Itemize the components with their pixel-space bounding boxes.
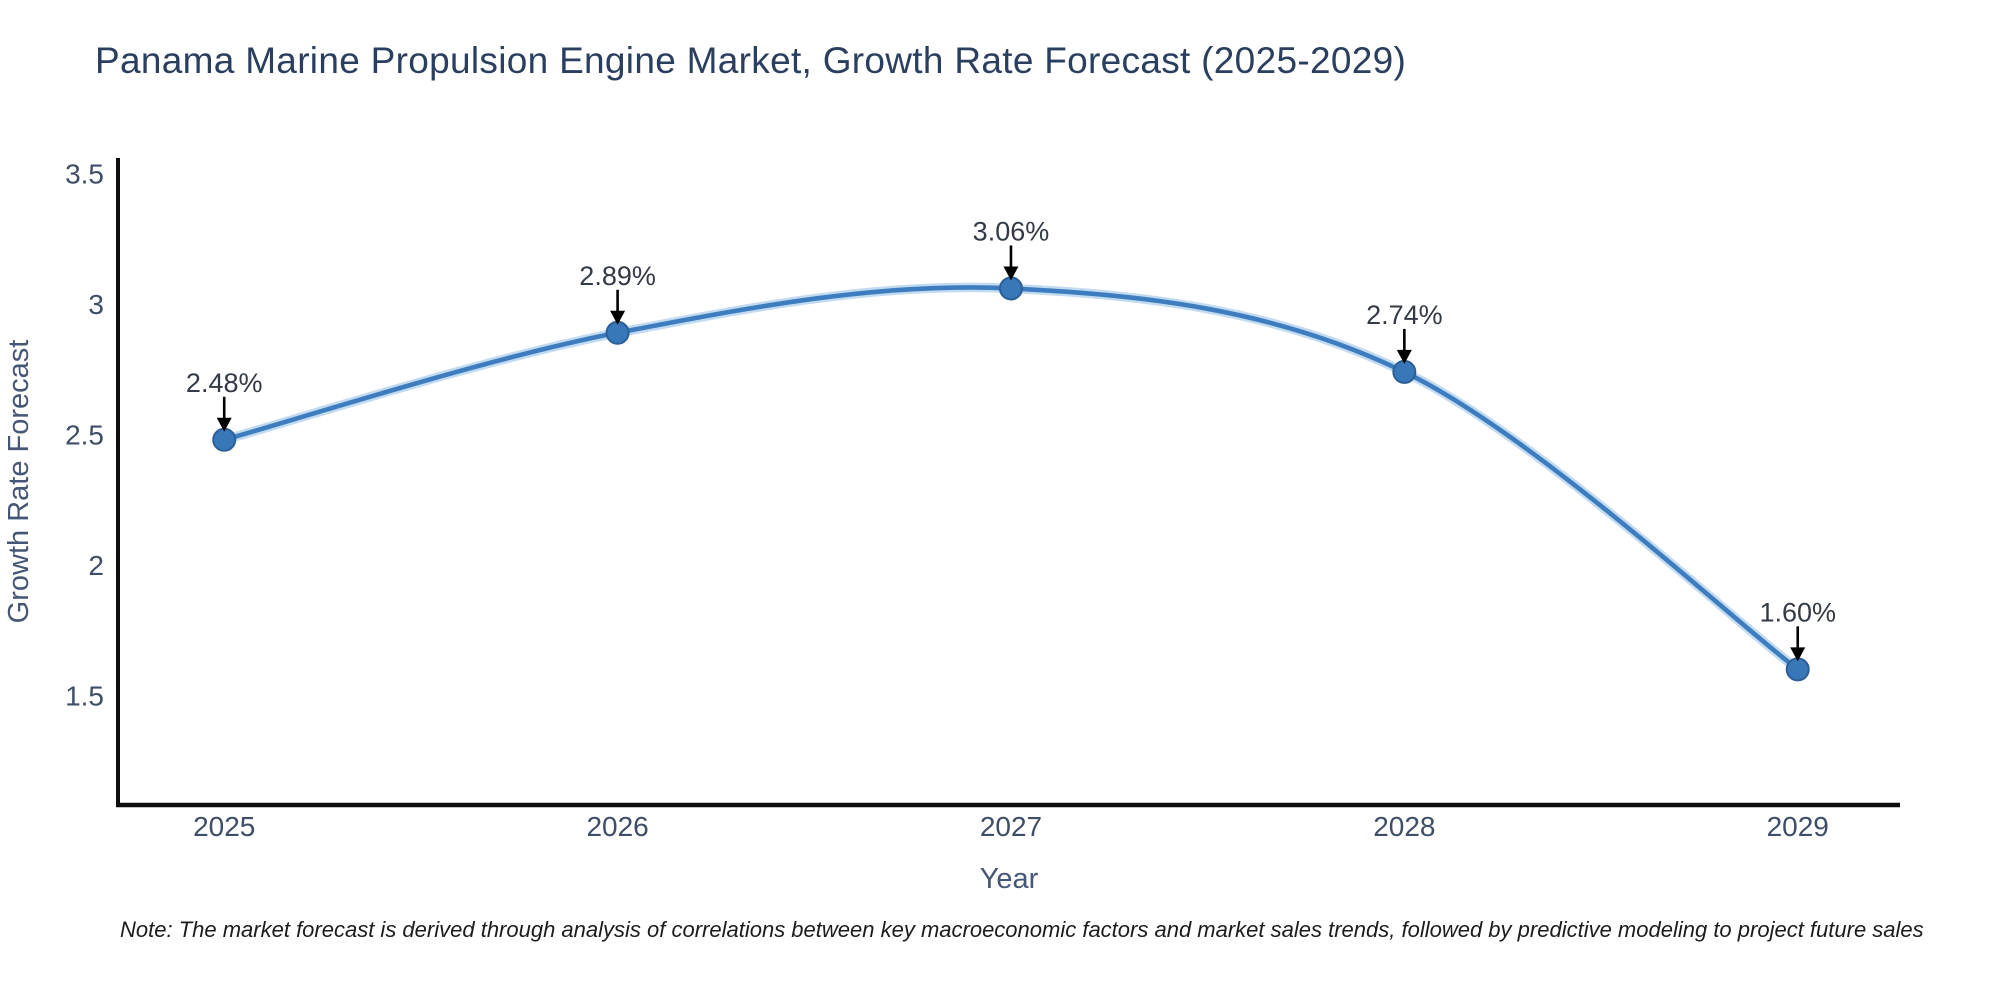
y-axis-title: Growth Rate Forecast bbox=[3, 340, 35, 624]
data-point bbox=[1785, 657, 1810, 682]
x-tick-label: 2027 bbox=[980, 811, 1042, 842]
chart-title: Panama Marine Propulsion Engine Market, … bbox=[95, 40, 1407, 81]
data-point bbox=[998, 276, 1023, 301]
x-axis-title: Year bbox=[980, 863, 1039, 895]
x-tick-label: 2025 bbox=[193, 811, 255, 842]
annotation-arrow-head bbox=[1790, 647, 1806, 662]
y-tick-label: 2.5 bbox=[65, 420, 104, 451]
y-tick-label: 1.5 bbox=[65, 680, 104, 711]
x-tick-label: 2026 bbox=[586, 811, 648, 842]
point-annotation-label: 2.89% bbox=[579, 261, 656, 291]
point-annotation-label: 2.48% bbox=[186, 368, 263, 398]
annotation-arrow-head bbox=[610, 310, 626, 325]
series-line-halo bbox=[219, 282, 1803, 675]
data-point bbox=[212, 427, 237, 452]
annotation-arrow-head bbox=[1003, 266, 1019, 281]
x-tick-label: 2029 bbox=[1767, 811, 1829, 842]
annotation-arrow-head bbox=[1396, 349, 1412, 364]
footnote: Note: The market forecast is derived thr… bbox=[120, 917, 1924, 942]
x-tick-label: 2028 bbox=[1373, 811, 1435, 842]
data-point bbox=[1392, 359, 1417, 384]
data-point bbox=[605, 320, 630, 345]
point-annotation-label: 2.74% bbox=[1366, 300, 1443, 330]
annotation-arrow-head bbox=[216, 417, 232, 432]
y-tick-label: 3 bbox=[88, 289, 104, 320]
y-tick-label: 3.5 bbox=[65, 159, 104, 190]
point-annotation-label: 1.60% bbox=[1759, 597, 1836, 627]
point-annotation-label: 3.06% bbox=[973, 216, 1050, 246]
y-tick-label: 2 bbox=[88, 550, 104, 581]
